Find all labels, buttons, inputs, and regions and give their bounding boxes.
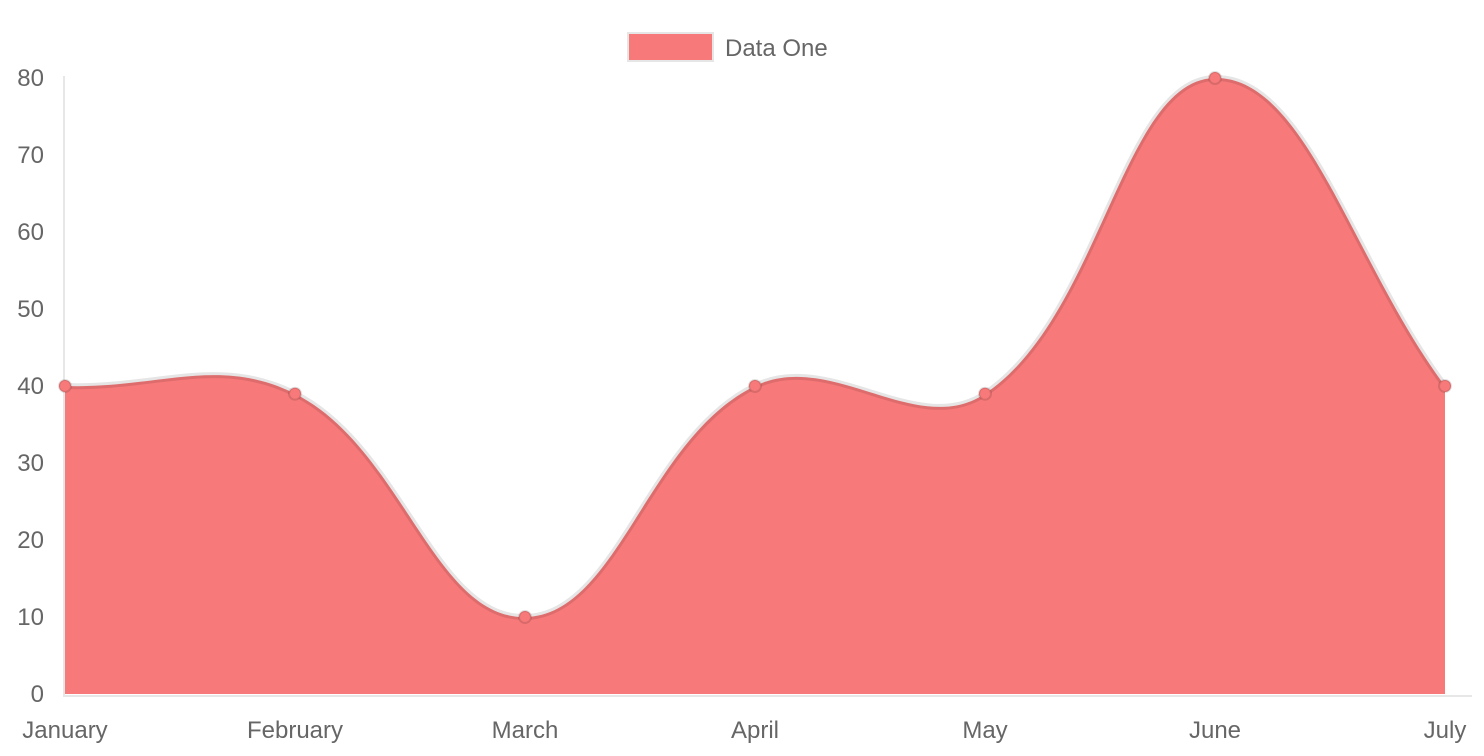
- legend-swatch[interactable]: [627, 32, 714, 62]
- legend[interactable]: Data One: [627, 32, 828, 62]
- y-tick-label-70: 70: [17, 142, 44, 169]
- data-point-june[interactable]: [1208, 71, 1222, 85]
- y-tick-label-0: 0: [31, 681, 44, 708]
- y-tick-label-30: 30: [17, 450, 44, 477]
- y-tick-label-40: 40: [17, 373, 44, 400]
- x-tick-label-may: May: [962, 717, 1007, 744]
- area-line: [64, 74, 1448, 621]
- x-tick-label-january: January: [22, 717, 107, 744]
- y-tick-label-60: 60: [17, 219, 44, 246]
- data-point-april[interactable]: [748, 379, 762, 393]
- x-tick-label-march: March: [492, 717, 559, 744]
- data-point-february[interactable]: [288, 386, 302, 401]
- data-point-may[interactable]: [978, 386, 992, 401]
- x-axis-ticks: January February March April May June July: [22, 717, 1466, 744]
- y-tick-label-50: 50: [17, 296, 44, 323]
- x-tick-label-april: April: [731, 717, 779, 744]
- y-tick-label-80: 80: [17, 65, 44, 92]
- legend-label[interactable]: Data One: [725, 35, 828, 62]
- data-points: [58, 71, 1452, 624]
- x-tick-label-june: June: [1189, 717, 1241, 744]
- y-tick-label-20: 20: [17, 527, 44, 554]
- y-tick-label-10: 10: [17, 604, 44, 631]
- data-point-january[interactable]: [58, 379, 72, 393]
- area-fill: [65, 77, 1445, 694]
- y-axis-ticks: 0 10 20 30 40 50 60 70 80: [17, 65, 44, 708]
- x-tick-label-july: July: [1424, 717, 1467, 744]
- data-point-march[interactable]: [518, 610, 532, 624]
- x-tick-label-february: February: [247, 717, 343, 744]
- data-point-july[interactable]: [1438, 379, 1452, 393]
